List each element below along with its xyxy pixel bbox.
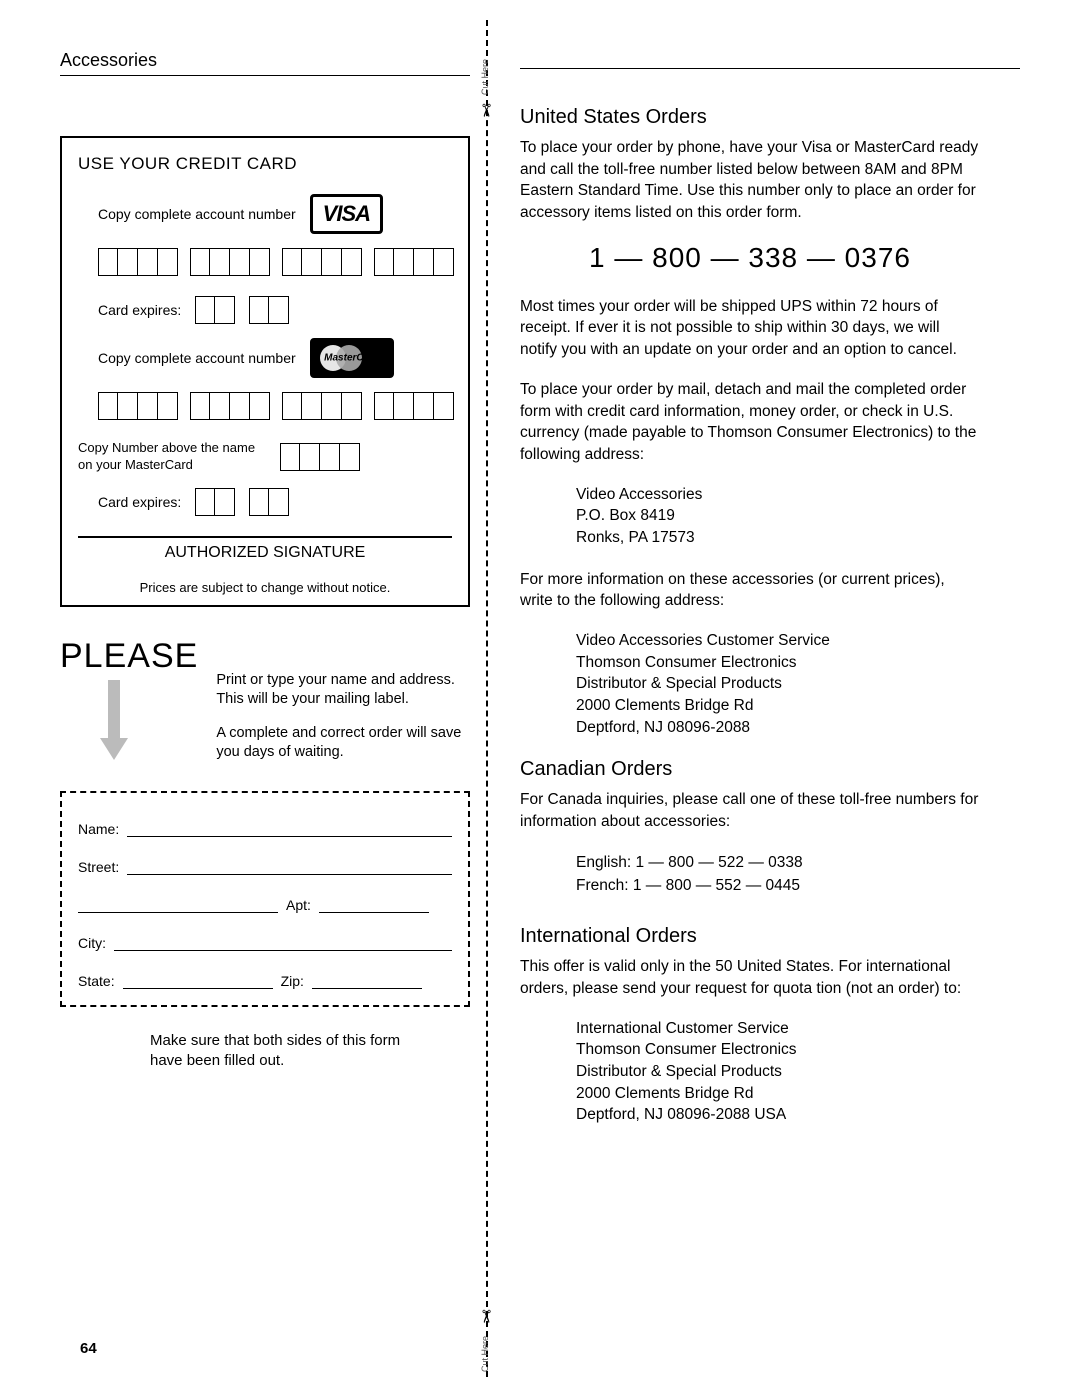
state-label: State: — [78, 973, 115, 989]
us-p1: To place your order by phone, have your … — [520, 137, 980, 224]
us-info-address: Video Accessories Customer Service Thoms… — [520, 630, 980, 738]
us-orders-heading: United States Orders — [520, 106, 980, 129]
please-instruction-2: A complete and correct order will save y… — [216, 724, 470, 763]
copy-account-label: Copy complete account number — [98, 350, 296, 366]
name-input[interactable] — [127, 823, 452, 837]
city-label: City: — [78, 935, 106, 951]
intl-address: International Customer Service Thomson C… — [520, 1018, 980, 1126]
us-p2: Most times your order will be shipped UP… — [520, 296, 980, 361]
visa-expiry-boxes[interactable] — [195, 296, 235, 324]
city-input[interactable] — [114, 937, 452, 951]
ca-phones: English: 1 — 800 — 522 — 0338 French: 1 … — [520, 851, 980, 898]
us-p4: For more information on these accessorie… — [520, 569, 980, 612]
mastercard-logo: MasterCard — [310, 338, 394, 378]
us-mail-address: Video Accessories P.O. Box 8419 Ronks, P… — [520, 484, 980, 549]
mc-expiry-boxes[interactable] — [249, 488, 289, 516]
zip-label: Zip: — [281, 973, 304, 989]
ca-orders-heading: Canadian Orders — [520, 758, 980, 781]
signature-line[interactable] — [78, 536, 452, 538]
please-heading: PLEASE — [60, 637, 198, 676]
apt-input[interactable] — [319, 899, 429, 913]
please-instruction-1: Print or type your name and address. Thi… — [216, 671, 470, 710]
signature-label: AUTHORIZED SIGNATURE — [78, 544, 452, 562]
cc-title: USE YOUR CREDIT CARD — [78, 154, 452, 174]
street-input[interactable] — [127, 861, 452, 875]
copy-number-above-label: Copy Number above the name on your Maste… — [78, 440, 268, 474]
street2-input[interactable] — [78, 899, 278, 913]
card-expires-label: Card expires: — [98, 302, 181, 318]
credit-card-form: USE YOUR CREDIT CARD Copy complete accou… — [60, 136, 470, 607]
price-disclaimer: Prices are subject to change without not… — [78, 580, 452, 595]
page-number: 64 — [80, 1340, 97, 1357]
mc-account-boxes[interactable] — [78, 392, 452, 420]
us-p3: To place your order by mail, detach and … — [520, 379, 980, 466]
state-input[interactable] — [123, 975, 273, 989]
visa-logo: VISA — [310, 194, 383, 234]
intl-p1: This offer is valid only in the 50 Unite… — [520, 956, 980, 999]
zip-input[interactable] — [312, 975, 422, 989]
us-phone: 1 — 800 — 338 — 0376 — [520, 242, 980, 274]
visa-account-boxes[interactable] — [78, 248, 452, 276]
copy-account-label: Copy complete account number — [98, 206, 296, 222]
both-sides-note: Make sure that both sides of this form h… — [60, 1031, 470, 1072]
street-label: Street: — [78, 859, 119, 875]
arrow-down-icon — [104, 680, 124, 760]
name-label: Name: — [78, 821, 119, 837]
mc-expiry-boxes[interactable] — [195, 488, 235, 516]
visa-expiry-boxes[interactable] — [249, 296, 289, 324]
ca-p1: For Canada inquiries, please call one of… — [520, 789, 980, 832]
mc-above-name-boxes[interactable] — [280, 443, 360, 471]
section-title: Accessories — [60, 50, 470, 76]
intl-orders-heading: International Orders — [520, 925, 980, 948]
card-expires-label: Card expires: — [98, 494, 181, 510]
apt-label: Apt: — [286, 897, 311, 913]
mailing-label-form: Name: Street: Apt: City: State: Zip: — [60, 791, 470, 1007]
